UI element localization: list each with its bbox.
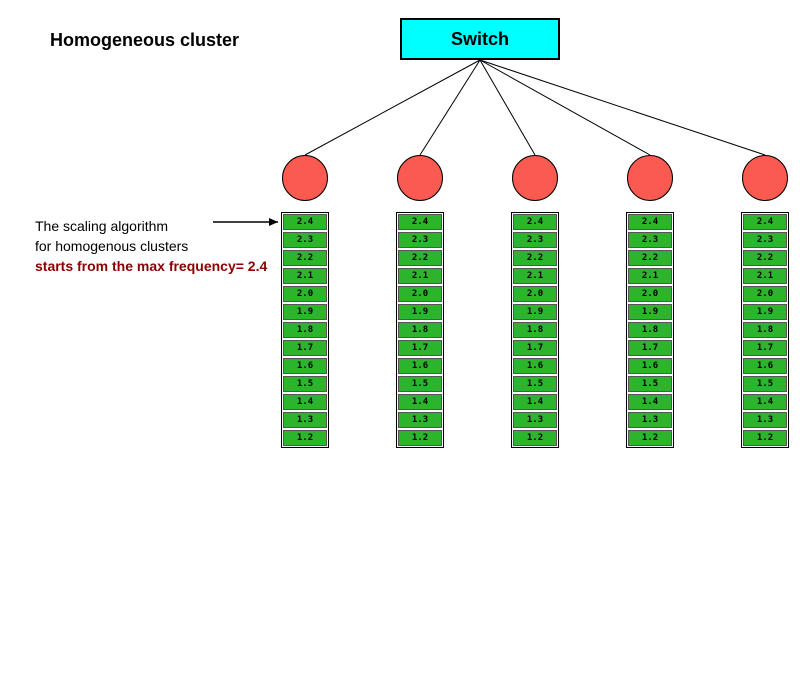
frequency-cell: 2.2 — [283, 250, 327, 266]
frequency-cell: 1.8 — [513, 322, 557, 338]
switch-label: Switch — [451, 29, 509, 50]
frequency-cell: 2.1 — [513, 268, 557, 284]
diagram-title: Homogeneous cluster — [50, 30, 239, 51]
frequency-cell: 2.4 — [628, 214, 672, 230]
frequency-cell: 1.7 — [283, 340, 327, 356]
annotation-text: The scaling algorithm for homogenous clu… — [35, 216, 267, 276]
node-circle — [742, 155, 788, 201]
frequency-cell: 1.5 — [628, 376, 672, 392]
annotation-line1: The scaling algorithm — [35, 216, 267, 236]
frequency-cell: 1.3 — [283, 412, 327, 428]
frequency-cell: 1.9 — [283, 304, 327, 320]
frequency-cell: 1.8 — [743, 322, 787, 338]
frequency-cell: 1.9 — [743, 304, 787, 320]
frequency-cell: 2.0 — [283, 286, 327, 302]
frequency-stack: 2.4 2.3 2.2 2.1 2.0 1.9 1.8 1.7 1.6 1.5 1.4 1.3 1.2 — [511, 212, 559, 448]
frequency-cell: 1.4 — [628, 394, 672, 410]
frequency-cell: 1.7 — [628, 340, 672, 356]
frequency-cell: 1.2 — [398, 430, 442, 446]
frequency-cell: 2.2 — [513, 250, 557, 266]
frequency-cell: 1.7 — [398, 340, 442, 356]
frequency-cell: 2.4 — [513, 214, 557, 230]
node-circle — [512, 155, 558, 201]
frequency-cell: 1.4 — [743, 394, 787, 410]
frequency-cell: 1.5 — [283, 376, 327, 392]
frequency-cell: 2.0 — [743, 286, 787, 302]
frequency-cell: 2.1 — [743, 268, 787, 284]
frequency-cell: 2.2 — [628, 250, 672, 266]
frequency-cell: 2.4 — [283, 214, 327, 230]
frequency-stack: 2.4 2.3 2.2 2.1 2.0 1.9 1.8 1.7 1.6 1.5 1.4 1.3 1.2 — [281, 212, 329, 448]
frequency-stack: 2.4 2.3 2.2 2.1 2.0 1.9 1.8 1.7 1.6 1.5 1.4 1.3 1.2 — [626, 212, 674, 448]
frequency-cell: 2.2 — [743, 250, 787, 266]
frequency-cell: 2.2 — [398, 250, 442, 266]
frequency-cell: 1.9 — [398, 304, 442, 320]
frequency-cell: 1.5 — [743, 376, 787, 392]
frequency-cell: 1.6 — [628, 358, 672, 374]
frequency-cell: 1.3 — [398, 412, 442, 428]
frequency-cell: 2.0 — [398, 286, 442, 302]
frequency-stack: 2.4 2.3 2.2 2.1 2.0 1.9 1.8 1.7 1.6 1.5 1.4 1.3 1.2 — [741, 212, 789, 448]
frequency-cell: 1.2 — [743, 430, 787, 446]
frequency-cell: 1.3 — [513, 412, 557, 428]
node-circle — [627, 155, 673, 201]
frequency-cell: 1.8 — [283, 322, 327, 338]
frequency-stack: 2.4 2.3 2.2 2.1 2.0 1.9 1.8 1.7 1.6 1.5 1.4 1.3 1.2 — [396, 212, 444, 448]
frequency-cell: 1.8 — [628, 322, 672, 338]
frequency-cell: 1.5 — [398, 376, 442, 392]
frequency-cell: 2.0 — [628, 286, 672, 302]
frequency-cell: 2.4 — [398, 214, 442, 230]
frequency-cell: 1.9 — [513, 304, 557, 320]
frequency-cell: 1.4 — [283, 394, 327, 410]
frequency-cell: 1.6 — [743, 358, 787, 374]
frequency-cell: 2.3 — [743, 232, 787, 248]
frequency-cell: 2.3 — [513, 232, 557, 248]
frequency-cell: 2.0 — [513, 286, 557, 302]
frequency-cell: 2.3 — [283, 232, 327, 248]
frequency-cell: 1.4 — [513, 394, 557, 410]
frequency-cell: 1.5 — [513, 376, 557, 392]
frequency-cell: 2.1 — [283, 268, 327, 284]
frequency-cell: 2.4 — [743, 214, 787, 230]
frequency-cell: 1.6 — [283, 358, 327, 374]
frequency-cell: 1.2 — [513, 430, 557, 446]
frequency-cell: 1.7 — [513, 340, 557, 356]
annotation-line2: for homogenous clusters — [35, 236, 267, 256]
frequency-cell: 1.7 — [743, 340, 787, 356]
frequency-cell: 1.4 — [398, 394, 442, 410]
frequency-cell: 1.8 — [398, 322, 442, 338]
frequency-cell: 1.2 — [628, 430, 672, 446]
switch-box: Switch — [400, 18, 560, 60]
annotation-line3: starts from the max frequency= 2.4 — [35, 256, 267, 276]
frequency-cell: 1.2 — [283, 430, 327, 446]
frequency-cell: 2.1 — [398, 268, 442, 284]
frequency-cell: 1.6 — [398, 358, 442, 374]
frequency-cell: 1.3 — [743, 412, 787, 428]
frequency-cell: 1.3 — [628, 412, 672, 428]
frequency-cell: 2.1 — [628, 268, 672, 284]
frequency-cell: 2.3 — [398, 232, 442, 248]
frequency-cell: 2.3 — [628, 232, 672, 248]
node-circle — [397, 155, 443, 201]
frequency-cell: 1.9 — [628, 304, 672, 320]
node-circle — [282, 155, 328, 201]
frequency-cell: 1.6 — [513, 358, 557, 374]
